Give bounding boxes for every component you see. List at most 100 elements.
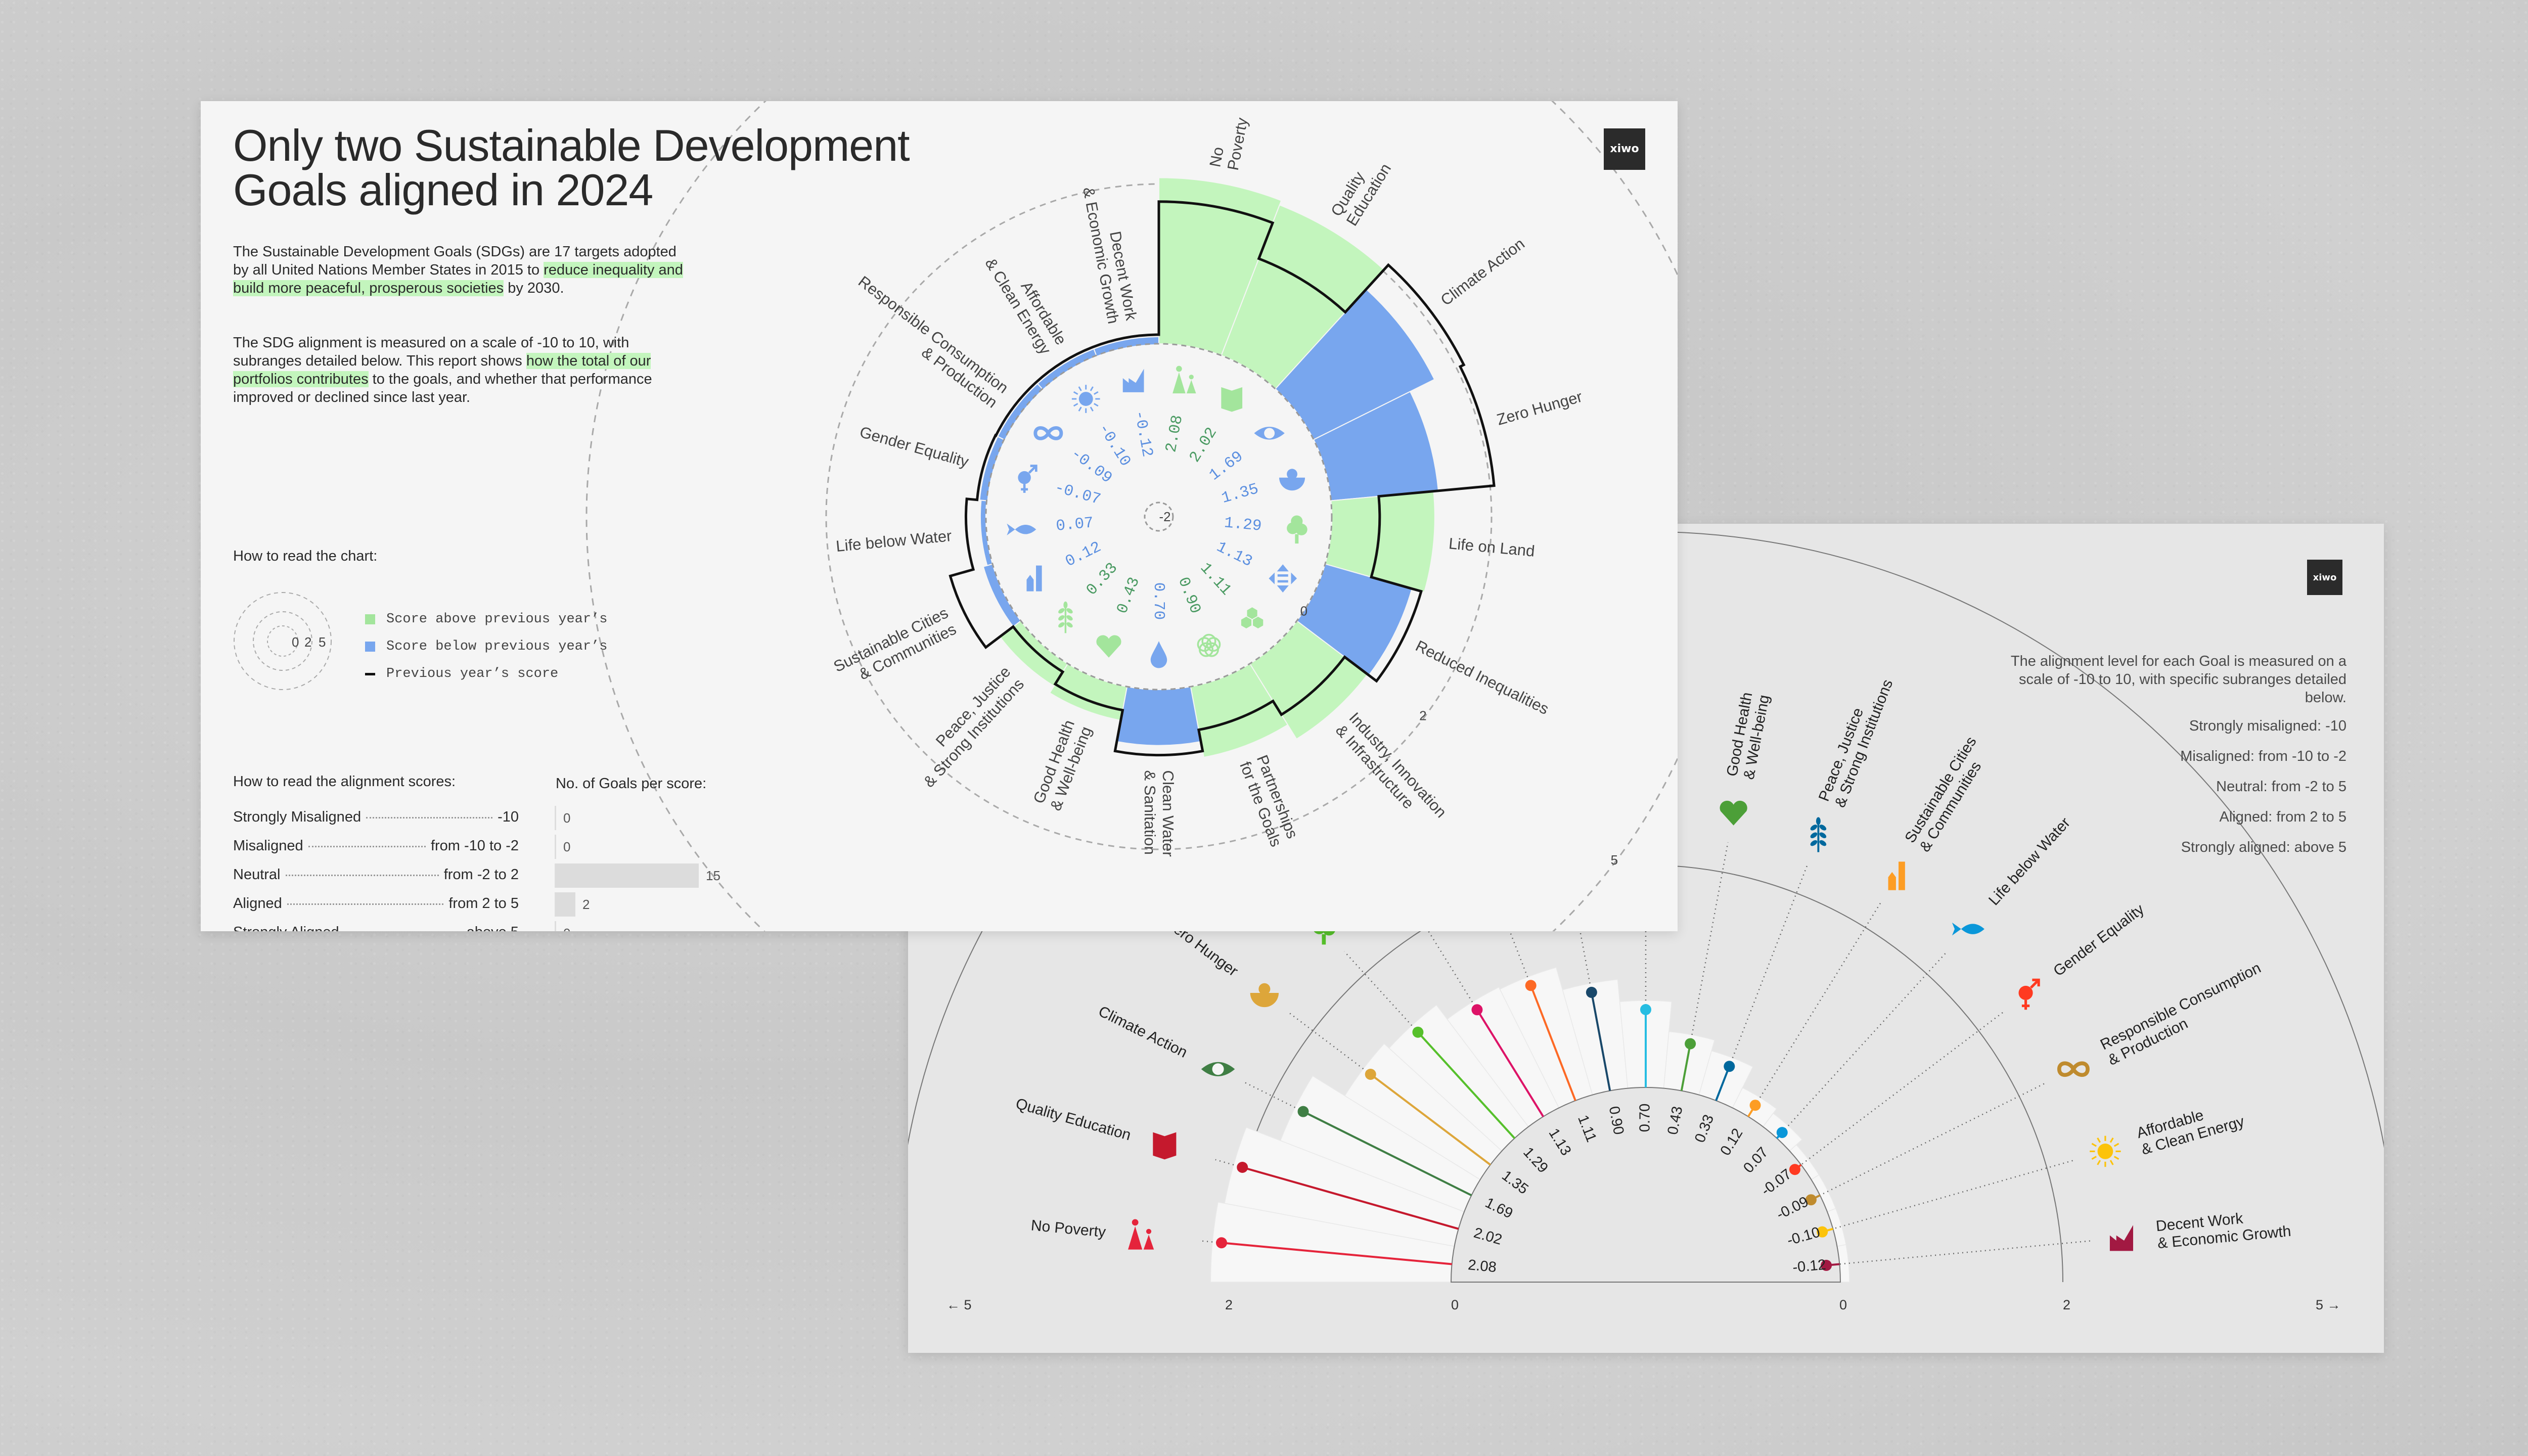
axis-label-left-0: 0 <box>1451 1297 1459 1312</box>
goal-label-line: Gender Equality <box>857 423 971 471</box>
lollipop-stem <box>1417 1031 1516 1139</box>
intro-paragraph-1: The Sustainable Development Goals (SDGs)… <box>233 243 688 297</box>
heart-icon <box>1720 800 1747 826</box>
goal-label-line: & Sanitation <box>1141 770 1159 855</box>
alignment-range-item: Strongly misaligned: -10 <box>2189 718 2346 734</box>
goal-value: 0.07 <box>1055 514 1094 535</box>
goal-label: Affordable& Clean Energy <box>2135 1107 2246 1158</box>
leader-line <box>1754 901 1882 1106</box>
score-range: from -10 to -2 <box>430 838 519 854</box>
scale-ring-0 <box>985 343 1333 691</box>
goal-icon-group <box>1720 800 1747 826</box>
goal-icon-group <box>1058 601 1073 633</box>
goal-label: Good Health& Well-being <box>1030 717 1095 813</box>
dotted-leader <box>287 903 444 905</box>
goal-label-line: Life on Land <box>1448 534 1536 560</box>
logo: xiwo <box>2307 560 2342 595</box>
goal-label-line: Responsible Consumption <box>855 272 1012 397</box>
alignment-description: The alignment level for each Goal is mea… <box>2010 653 2346 706</box>
ring-label-5: 5 <box>319 634 326 650</box>
alignment-range-item: Aligned: from 2 to 5 <box>2219 809 2346 825</box>
bowl-icon <box>1279 469 1305 491</box>
goal-label-line: Climate Action <box>1437 235 1528 309</box>
leader-line <box>1826 1240 2092 1266</box>
goal-label-line: Gender Equality <box>2050 901 2147 980</box>
goal-label: Affordable& Clean Energy <box>982 255 1070 357</box>
count-axis <box>555 806 556 830</box>
goal-icon-group <box>1153 1132 1177 1160</box>
logo-text: xiwo <box>1610 143 1639 155</box>
leader-line <box>1343 951 1419 1033</box>
goal-icon-group <box>1128 1219 1154 1250</box>
axis-label-left-far: ← 5 <box>946 1297 972 1312</box>
buildings-icon <box>1026 565 1042 592</box>
scale-ring-minus-2 <box>1144 502 1174 532</box>
lollipop-stem <box>1715 1066 1731 1101</box>
axis-label-right-0: 0 <box>1839 1297 1847 1312</box>
people-icon <box>1172 366 1196 394</box>
count-axis <box>555 892 556 917</box>
page-title: Only two Sustainable Development Goals a… <box>233 120 910 215</box>
goal-label-line: No Poverty <box>1030 1217 1107 1241</box>
drop-icon <box>1150 641 1167 668</box>
lollipop-stem <box>1529 985 1576 1101</box>
score-range: above 5 <box>467 924 519 931</box>
radial-chart-svg: -20252.08NoPoverty2.02QualityEducation1.… <box>585 101 1678 931</box>
value-wedge <box>1499 967 1593 1109</box>
count-value: 0 <box>563 810 571 826</box>
fish-icon <box>1007 523 1036 535</box>
lollipop-pin <box>1789 1164 1800 1175</box>
infinity-icon <box>2057 1061 2090 1077</box>
lollipop-pin <box>1471 1004 1483 1016</box>
goal-label: Peace, Justice& Strong Institutions <box>1816 677 1896 810</box>
goal-value: 1.29 <box>1224 514 1262 535</box>
count-value: 0 <box>563 839 571 854</box>
legend-item-below: Score below previous year’s <box>365 639 607 654</box>
sun-icon <box>2090 1135 2121 1167</box>
goal-label: Life below Water <box>1985 814 2073 909</box>
score-range: from 2 to 5 <box>448 895 519 912</box>
legend-swatch-above <box>365 614 375 624</box>
leader-line <box>1794 1012 2003 1170</box>
count-value: 0 <box>563 926 570 932</box>
leader-line <box>1781 951 1948 1133</box>
legend-item-above: Score above previous year’s <box>365 612 607 627</box>
goal-icon-group <box>1888 861 1905 890</box>
score-range-row: Strongly Misaligned -10 <box>233 809 519 826</box>
goal-count-bar-row: 0 <box>555 806 570 830</box>
goal-label: Sustainable Cities& Communities <box>831 604 959 683</box>
goal-icon-group <box>1201 1062 1235 1076</box>
goal-label: Clean Water& Sanitation <box>1141 770 1177 857</box>
score-label: Strongly Aligned <box>233 924 339 931</box>
lollipop-pin <box>1237 1162 1248 1173</box>
intro-text: The Sustainable Development Goals (SDGs)… <box>233 244 676 278</box>
goal-icon-group <box>1221 387 1243 412</box>
count-axis <box>555 835 556 859</box>
leader-line <box>1811 1082 2047 1201</box>
goal-icon-group <box>1018 465 1037 493</box>
goal-count-bar-row: 15 <box>555 863 720 888</box>
hexagons-icon <box>1241 607 1263 629</box>
score-range-row: Strongly Aligned above 5 <box>233 924 519 931</box>
intro-text: by 2030. <box>504 280 564 296</box>
score-range-row: Aligned from 2 to 5 <box>233 895 519 912</box>
ring-label-2: 2 <box>304 634 311 650</box>
axis-label-right-far: 5 → <box>2316 1297 2341 1312</box>
alignment-range-item: Misaligned: from -10 to -2 <box>2180 748 2346 764</box>
dotted-leader <box>308 846 426 847</box>
goal-label-line: Climate Action <box>1096 1003 1190 1061</box>
intro-text: The SDG alignment is measured on a scale… <box>233 335 629 369</box>
count-axis <box>555 863 556 888</box>
factory-icon <box>1122 369 1144 392</box>
goal-label: Reduced Inequalities <box>1413 637 1552 718</box>
legend-item-previous: Previous year’s score <box>365 666 558 681</box>
previous-year-outline <box>949 200 1496 757</box>
legend-label: Previous year’s score <box>386 666 559 681</box>
score-label: Aligned <box>233 895 282 912</box>
goal-label-line: No <box>1206 146 1227 168</box>
count-bar <box>556 863 699 888</box>
tree-icon <box>1287 515 1307 544</box>
score-label: Strongly Misaligned <box>233 809 362 825</box>
goal-icon-group <box>1254 427 1285 440</box>
